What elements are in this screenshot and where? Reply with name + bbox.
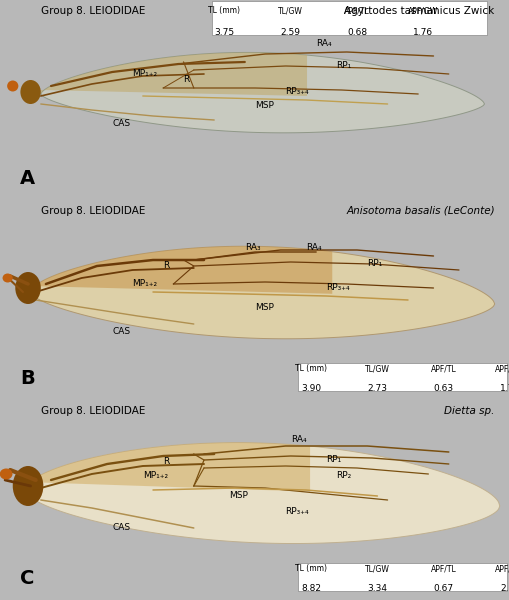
Text: APF/GW: APF/GW bbox=[494, 564, 509, 573]
Text: MSP: MSP bbox=[254, 304, 273, 313]
Text: R: R bbox=[163, 457, 169, 467]
Text: APF/GW: APF/GW bbox=[407, 6, 438, 15]
Text: TL (mm): TL (mm) bbox=[295, 364, 326, 373]
Text: Dietta sp.: Dietta sp. bbox=[443, 406, 494, 416]
Polygon shape bbox=[41, 52, 484, 133]
Text: 2.24: 2.24 bbox=[499, 584, 509, 593]
Polygon shape bbox=[31, 246, 494, 339]
Text: 0.68: 0.68 bbox=[346, 28, 366, 37]
Polygon shape bbox=[25, 443, 499, 544]
Text: MP₁₊₂: MP₁₊₂ bbox=[132, 70, 157, 79]
Text: TL (mm): TL (mm) bbox=[295, 564, 326, 573]
Text: TL (mm): TL (mm) bbox=[208, 6, 240, 15]
Text: 3.34: 3.34 bbox=[366, 584, 387, 593]
Text: C: C bbox=[20, 569, 35, 588]
Text: RA₄: RA₄ bbox=[290, 436, 306, 445]
Ellipse shape bbox=[15, 272, 41, 304]
Polygon shape bbox=[41, 52, 306, 96]
Ellipse shape bbox=[13, 466, 43, 506]
Text: R: R bbox=[183, 76, 189, 85]
Text: RP₃₊₄: RP₃₊₄ bbox=[326, 283, 349, 292]
Text: RA₃: RA₃ bbox=[244, 244, 260, 253]
Text: 8.82: 8.82 bbox=[300, 584, 321, 593]
Text: B: B bbox=[20, 369, 35, 388]
FancyBboxPatch shape bbox=[298, 563, 506, 591]
Text: APF/TL: APF/TL bbox=[344, 6, 369, 15]
Text: RP₃₊₄: RP₃₊₄ bbox=[285, 508, 308, 517]
Ellipse shape bbox=[0, 469, 13, 479]
Text: RP₁: RP₁ bbox=[336, 61, 351, 70]
Text: APF/TL: APF/TL bbox=[430, 564, 456, 573]
Text: RP₁: RP₁ bbox=[366, 259, 382, 268]
Text: TL/GW: TL/GW bbox=[364, 564, 389, 573]
Text: RA₄: RA₄ bbox=[316, 40, 331, 49]
FancyBboxPatch shape bbox=[211, 1, 486, 35]
Text: 0.67: 0.67 bbox=[433, 584, 453, 593]
Text: CAS: CAS bbox=[112, 523, 130, 533]
Ellipse shape bbox=[7, 80, 18, 91]
Text: RP₃₊₄: RP₃₊₄ bbox=[285, 88, 308, 97]
Text: Group 8. LEIODIDAE: Group 8. LEIODIDAE bbox=[41, 406, 145, 416]
Polygon shape bbox=[31, 246, 332, 294]
Text: RP₂: RP₂ bbox=[336, 472, 351, 481]
Text: RP₁: RP₁ bbox=[326, 455, 341, 464]
Text: RA₄: RA₄ bbox=[305, 244, 321, 253]
Text: APF/GW: APF/GW bbox=[494, 364, 509, 373]
Text: 2.73: 2.73 bbox=[366, 384, 387, 393]
Text: CAS: CAS bbox=[112, 328, 130, 337]
Text: TL/GW: TL/GW bbox=[364, 364, 389, 373]
Ellipse shape bbox=[3, 274, 13, 283]
Ellipse shape bbox=[20, 80, 41, 104]
Text: APF/TL: APF/TL bbox=[430, 364, 456, 373]
Text: MP₁₊₂: MP₁₊₂ bbox=[132, 280, 157, 289]
Text: Group 8. LEIODIDAE: Group 8. LEIODIDAE bbox=[41, 206, 145, 216]
Text: CAS: CAS bbox=[112, 119, 130, 128]
Text: 0.63: 0.63 bbox=[433, 384, 453, 393]
FancyBboxPatch shape bbox=[298, 363, 506, 391]
Polygon shape bbox=[35, 443, 309, 491]
Text: 1.76: 1.76 bbox=[412, 28, 433, 37]
Text: Agyrtodes tasmanicus Zwick: Agyrtodes tasmanicus Zwick bbox=[344, 6, 494, 16]
Text: MSP: MSP bbox=[254, 101, 273, 110]
Text: MP₁₊₂: MP₁₊₂ bbox=[143, 472, 167, 481]
Text: 3.90: 3.90 bbox=[300, 384, 321, 393]
Text: 1.72: 1.72 bbox=[499, 384, 509, 393]
Text: 3.75: 3.75 bbox=[214, 28, 234, 37]
Text: Anisotoma basalis (LeConte): Anisotoma basalis (LeConte) bbox=[346, 206, 494, 216]
Text: 2.59: 2.59 bbox=[280, 28, 300, 37]
Text: MSP: MSP bbox=[229, 491, 248, 500]
Text: Group 8. LEIODIDAE: Group 8. LEIODIDAE bbox=[41, 6, 145, 16]
Text: R: R bbox=[163, 262, 169, 271]
Text: TL/GW: TL/GW bbox=[278, 6, 302, 15]
Text: A: A bbox=[20, 169, 36, 188]
